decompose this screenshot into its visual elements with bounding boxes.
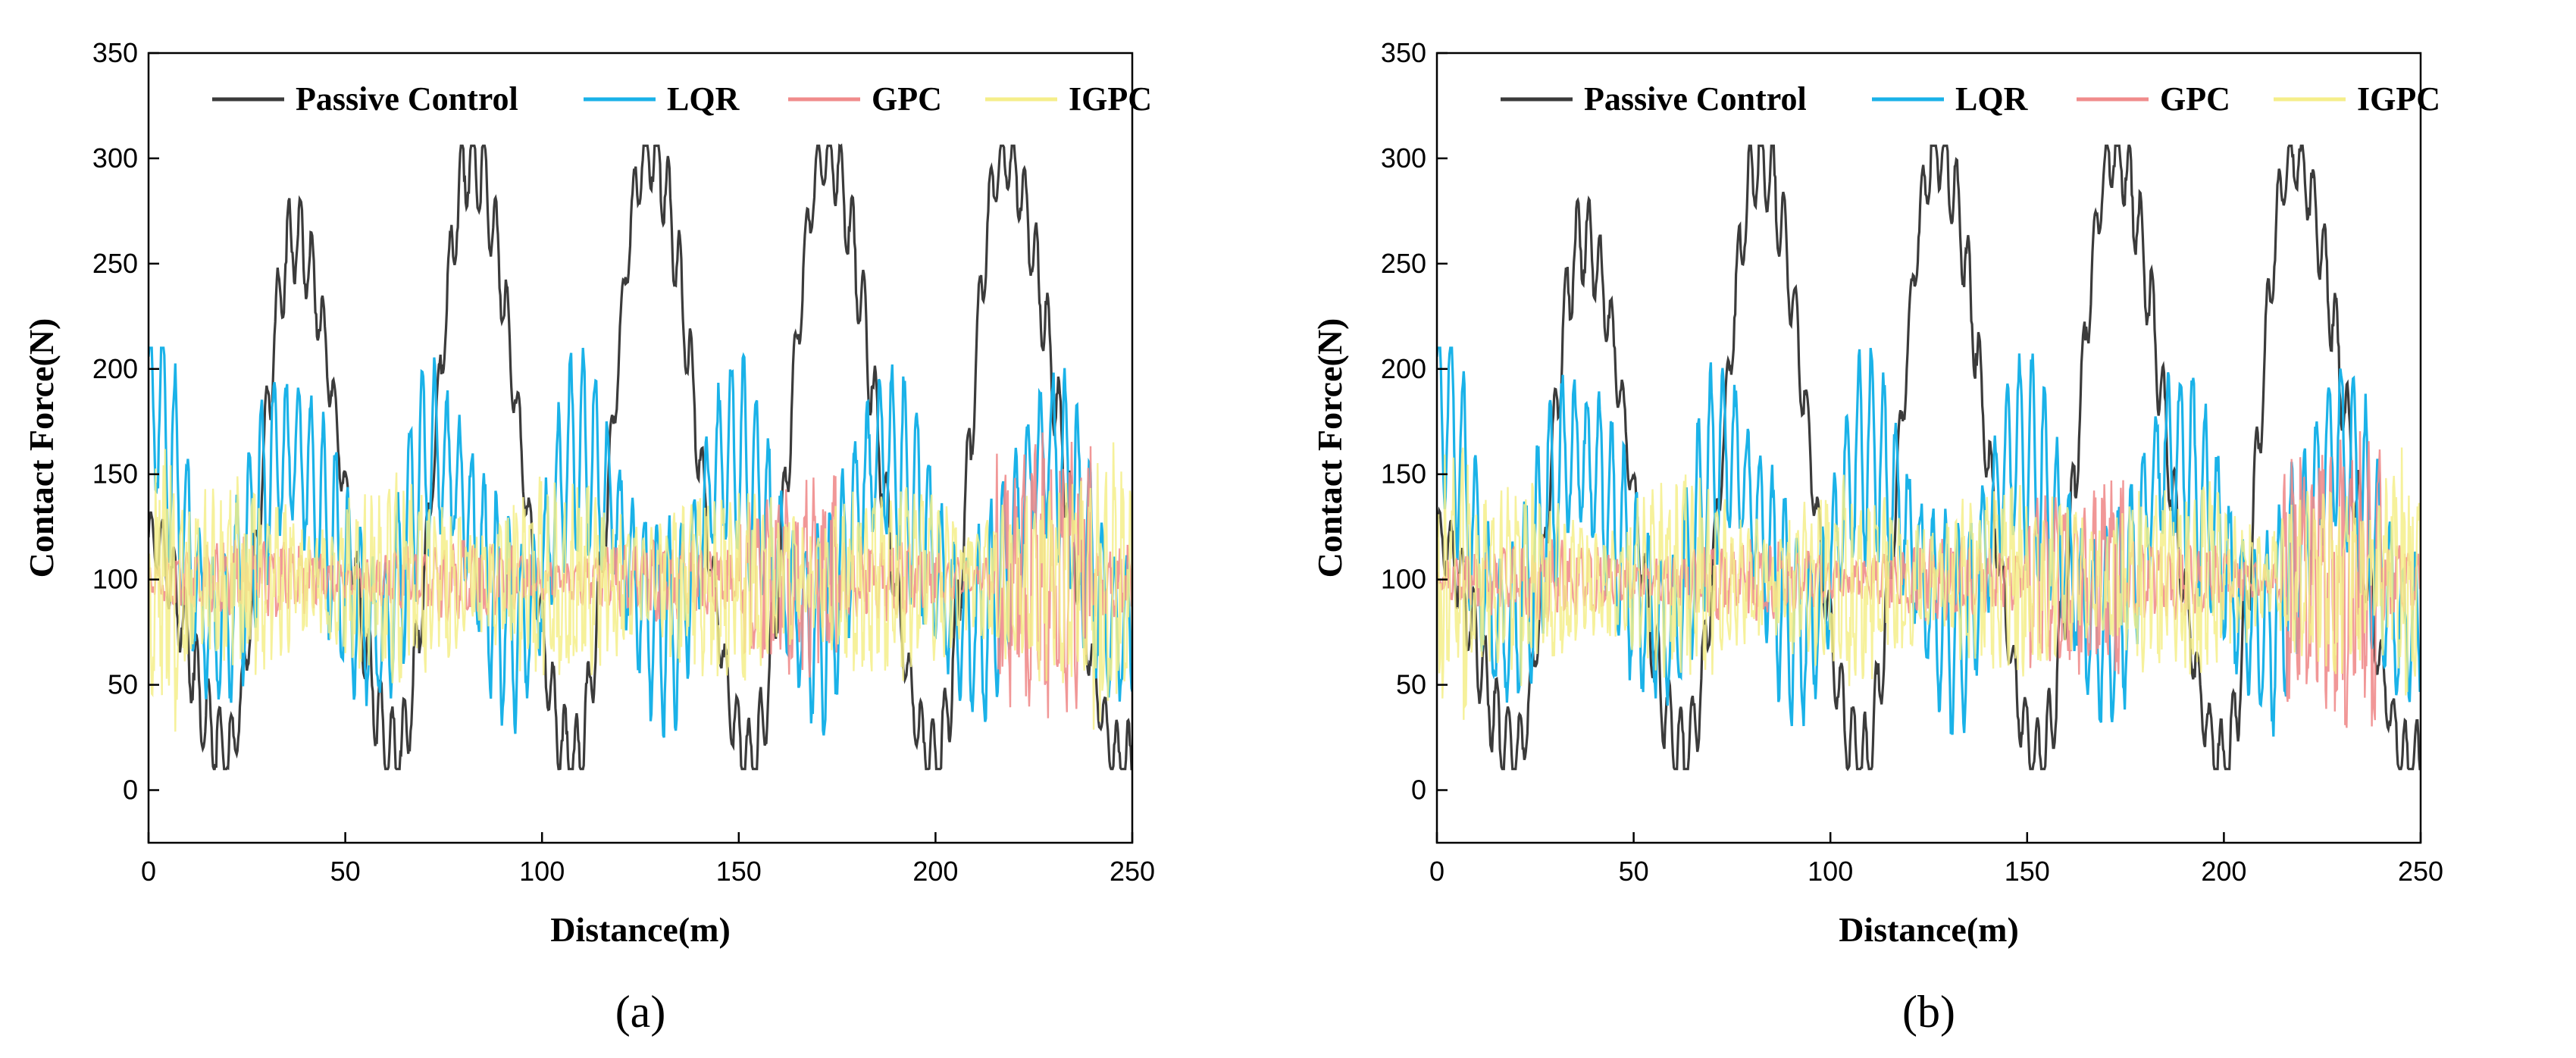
legend-label: Passive Control	[1584, 80, 1807, 117]
y-tick-label: 300	[1381, 142, 1426, 174]
y-tick-label: 350	[1381, 37, 1426, 68]
y-tick-label: 50	[1396, 669, 1426, 700]
x-tick-label: 0	[141, 856, 156, 887]
legend-label: Passive Control	[296, 80, 518, 117]
panel-label-b: (b)	[1902, 987, 1955, 1037]
ticks-layer-a: 0 50 100 150 200 250 0 50 100 150 200 250 300 350	[92, 37, 1155, 887]
series-igpc-line	[1437, 447, 2421, 720]
x-tick-label: 200	[912, 856, 958, 887]
panel-label-a: (a)	[615, 987, 666, 1037]
y-tick-label: 200	[1381, 353, 1426, 384]
y-tick-label: 0	[1411, 775, 1426, 806]
y-tick-label: 350	[92, 37, 138, 68]
y-tick-label: 250	[92, 248, 138, 279]
series-layer-a	[149, 143, 1132, 771]
y-tick-label: 150	[1381, 459, 1426, 490]
y-tick-label: 100	[1381, 564, 1426, 595]
x-tick-label: 100	[1808, 856, 1853, 887]
x-tick-label: 50	[330, 856, 361, 887]
x-tick-label: 50	[1619, 856, 1649, 887]
chart-panel-a: 0 50 100 150 200 250 0 50 100 150 200 250 300 350 Pas…	[22, 37, 1155, 1037]
y-tick-label: 200	[92, 353, 138, 384]
x-tick-label: 150	[2005, 856, 2050, 887]
x-tick-label: 0	[1429, 856, 1445, 887]
legend-label: GPC	[2160, 80, 2230, 117]
x-tick-label: 150	[716, 856, 762, 887]
y-tick-label: 100	[92, 564, 138, 595]
y-tick-label: 300	[92, 142, 138, 174]
x-axis-title-a: Distance(m)	[550, 910, 731, 949]
plot-frame-a	[147, 52, 1134, 844]
series-igpc-line	[149, 442, 1132, 732]
legend-a: Passive Control LQR GPC IGPC	[212, 80, 1152, 117]
series-passive-control-line	[149, 143, 1132, 771]
x-tick-label: 250	[2398, 856, 2443, 887]
x-tick-label: 250	[1110, 856, 1155, 887]
y-tick-label: 0	[123, 775, 138, 806]
y-tick-label: 50	[108, 669, 138, 700]
chart-svg-b: 0 50 100 150 200 250 0 50 100 150 200 250 300 350 Pas…	[1310, 37, 2443, 1037]
legend-label: LQR	[667, 80, 740, 117]
legend-b: Passive Control LQR GPC IGPC	[1501, 80, 2440, 117]
chart-panel-b: 0 50 100 150 200 250 0 50 100 150 200 250 300 350 Pas…	[1288, 0, 2576, 1058]
legend-label: IGPC	[1069, 80, 1152, 117]
ticks-layer-b: 0 50 100 150 200 250 0 50 100 150 200 250 300 350	[1381, 37, 2443, 887]
y-tick-label: 150	[92, 459, 138, 490]
y-axis-title-b: Contact Force(N)	[1310, 318, 1349, 578]
series-layer-b	[1437, 144, 2421, 772]
series-lqr-line	[149, 346, 1132, 738]
y-axis-title-a: Contact Force(N)	[22, 318, 61, 578]
plot-frame-b	[1435, 52, 2422, 844]
series-passive-control-line	[1437, 144, 2421, 772]
x-tick-label: 100	[519, 856, 565, 887]
x-tick-label: 200	[2201, 856, 2246, 887]
legend-label: IGPC	[2357, 80, 2440, 117]
x-axis-title-b: Distance(m)	[1839, 910, 2019, 949]
legend-label: LQR	[1955, 80, 2029, 117]
y-tick-label: 250	[1381, 248, 1426, 279]
legend-label: GPC	[872, 80, 942, 117]
chart-svg-a: 0 50 100 150 200 250 0 50 100 150 200 250 300 350 Pas…	[22, 37, 1155, 1037]
